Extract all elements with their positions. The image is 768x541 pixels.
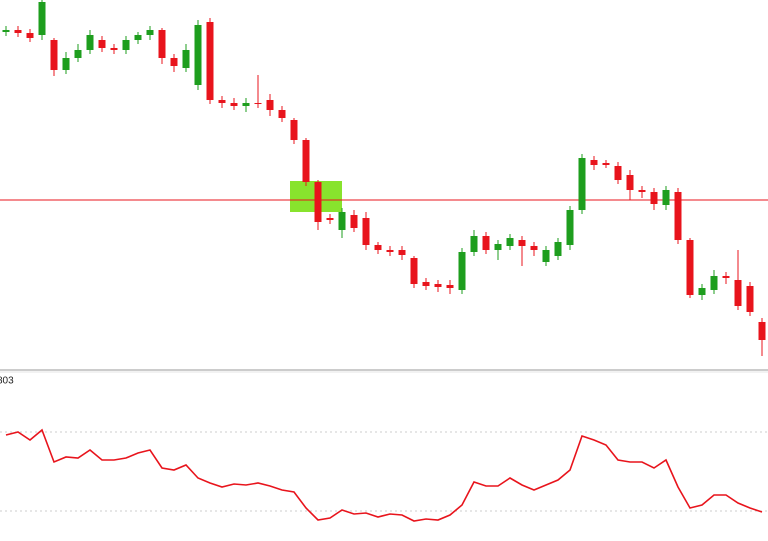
candle-body [638,190,646,192]
candle-body [578,158,586,210]
candle-body [98,40,106,48]
candle-body [194,25,202,85]
candle-body [182,50,190,68]
candle-body [278,110,286,118]
candle-body [650,192,658,204]
candle-body [518,240,526,246]
candle-body [14,30,22,33]
candle-body [302,140,310,182]
candle-body [494,244,502,250]
candle-body [386,250,394,252]
candle-body [86,35,94,50]
candle-body [434,284,442,287]
indicator-label: 803 [0,376,14,387]
candle-body [146,30,154,35]
candle-body [218,100,226,103]
candle-body [458,252,466,290]
candle-body [338,212,346,230]
candle-body [122,40,130,50]
candle-body [626,175,634,190]
candle-body [74,50,82,58]
candle-body [482,236,490,250]
candle-body [26,33,34,38]
candle-body [590,160,598,165]
candle-body [554,242,562,256]
candle-body [158,30,166,58]
candle-body [38,2,46,35]
candle-body [266,100,274,110]
candle-body [314,182,322,222]
candle-body [50,40,58,70]
candle-body [674,192,682,240]
candle-body [134,35,142,40]
candle-body [242,103,250,106]
candle-body [410,258,418,284]
candle-body [2,30,10,32]
candle-body [374,245,382,250]
indicator-line [5,428,763,522]
candle-body [230,103,238,106]
candle-body [662,190,670,205]
candle-body [686,240,694,295]
candle-body [110,48,118,50]
candle-body [506,238,514,246]
candle-body [542,250,550,262]
candle-body [422,282,430,286]
candle-body [602,163,610,165]
candle-body [206,22,214,100]
candle-body [698,288,706,295]
candle-body [350,215,358,228]
candle-body [398,250,406,255]
candle-body [326,218,334,220]
candle-body [170,58,178,66]
candle-body [290,120,298,140]
candle-body [734,280,742,306]
candle-body [758,322,766,340]
candle-body [566,210,574,245]
candle-body [470,236,478,252]
candle-body [614,166,622,180]
candle-body [446,285,454,288]
candle-body [746,286,754,312]
candle-body [710,276,718,290]
candle-body [722,276,730,278]
candle-body [62,58,70,70]
candle-body [530,246,538,250]
candle-body [362,218,370,245]
candle-body [254,103,262,104]
